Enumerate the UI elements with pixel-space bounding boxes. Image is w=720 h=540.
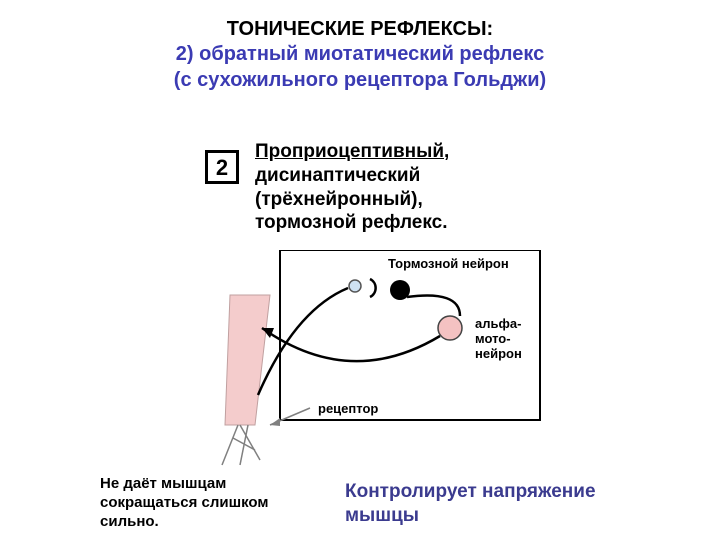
label-alpha-3: нейрон xyxy=(475,346,522,361)
desc-line-1: Проприоцептивный, xyxy=(255,140,449,164)
junction-node xyxy=(349,280,361,292)
muscle-shape xyxy=(225,295,270,425)
bottom-right-2: мышцы xyxy=(345,504,596,528)
bottom-left-3: сильно. xyxy=(100,513,320,532)
desc-line-2: дисинаптический xyxy=(255,164,449,188)
label-inhibitory: Тормозной нейрон xyxy=(388,256,509,271)
title-sub-2: (с сухожильного рецептора Гольджи) xyxy=(0,67,720,93)
title-main: ТОНИЧЕСКИЕ РЕФЛЕКСЫ: xyxy=(0,18,720,41)
bottom-right-text: Контролирует напряжение мышцы xyxy=(345,480,596,528)
desc-line-3: (трёхнейронный), xyxy=(255,188,449,212)
label-alpha-2: мото- xyxy=(475,331,511,346)
reflex-diagram: Тормозной нейрон альфа- мото- нейрон рец… xyxy=(200,250,545,470)
title-block: ТОНИЧЕСКИЕ РЕФЛЕКСЫ: 2) обратный миотати… xyxy=(0,0,720,93)
alpha-motoneuron xyxy=(438,316,462,340)
bottom-left-2: сокращаться слишком xyxy=(100,494,320,513)
tendon-lines xyxy=(222,425,260,465)
label-alpha-1: альфа- xyxy=(475,316,521,331)
title-sub-1: 2) обратный миотатический рефлекс xyxy=(0,41,720,67)
bottom-left-1: Не даёт мышцам xyxy=(100,475,320,494)
desc-line-4: тормозной рефлекс. xyxy=(255,211,449,235)
label-receptor: рецептор xyxy=(318,401,378,416)
badge-number: 2 xyxy=(205,150,239,184)
description-block: Проприоцептивный, дисинаптический (трёхн… xyxy=(255,140,449,235)
bottom-right-1: Контролирует напряжение xyxy=(345,480,596,504)
bottom-left-text: Не даёт мышцам сокращаться слишком сильн… xyxy=(100,475,320,531)
